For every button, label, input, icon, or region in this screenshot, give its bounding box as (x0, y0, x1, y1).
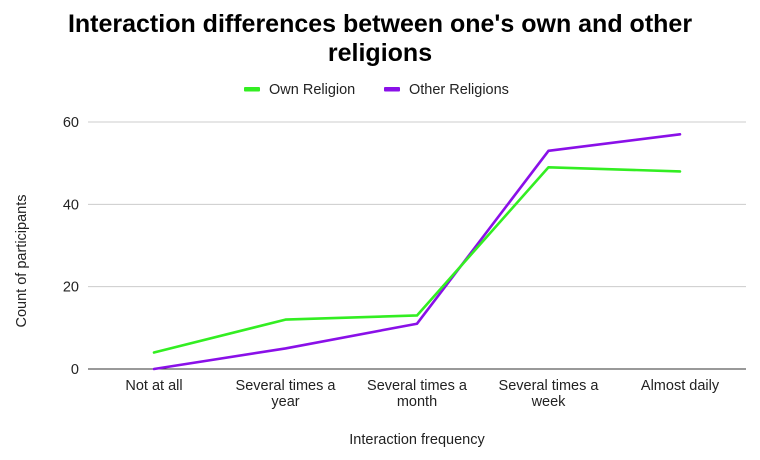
y-tick-label: 60 (63, 115, 79, 131)
y-tick-label: 20 (63, 280, 79, 296)
legend-swatch (384, 87, 400, 92)
y-tick-label: 40 (63, 197, 79, 213)
legend: Own Religion Other Religions (244, 82, 509, 98)
x-tick-label: Several times a year (236, 378, 337, 410)
x-tick-label: Almost daily (641, 378, 720, 394)
x-axis-title: Interaction frequency (349, 432, 485, 448)
y-tick-label: 0 (71, 362, 79, 378)
grid-lines (88, 121, 746, 370)
legend-label: Own Religion (269, 82, 355, 98)
axes: 0 20 40 60 Not at all Several times a year Seve… (14, 115, 720, 448)
x-tick-label: Several times a week (499, 378, 600, 410)
chart-title-text: Interaction differences between one's ow… (67, 10, 693, 67)
series-lines (152, 133, 682, 371)
x-tick-label: Not at all (125, 378, 182, 394)
y-axis-title: Count of participants (14, 195, 30, 328)
legend-label: Other Religions (409, 82, 509, 98)
chart-title: Interaction differences between one's ow… (0, 10, 760, 68)
x-tick-label: Several times a month (367, 378, 468, 410)
legend-swatch (244, 87, 260, 92)
